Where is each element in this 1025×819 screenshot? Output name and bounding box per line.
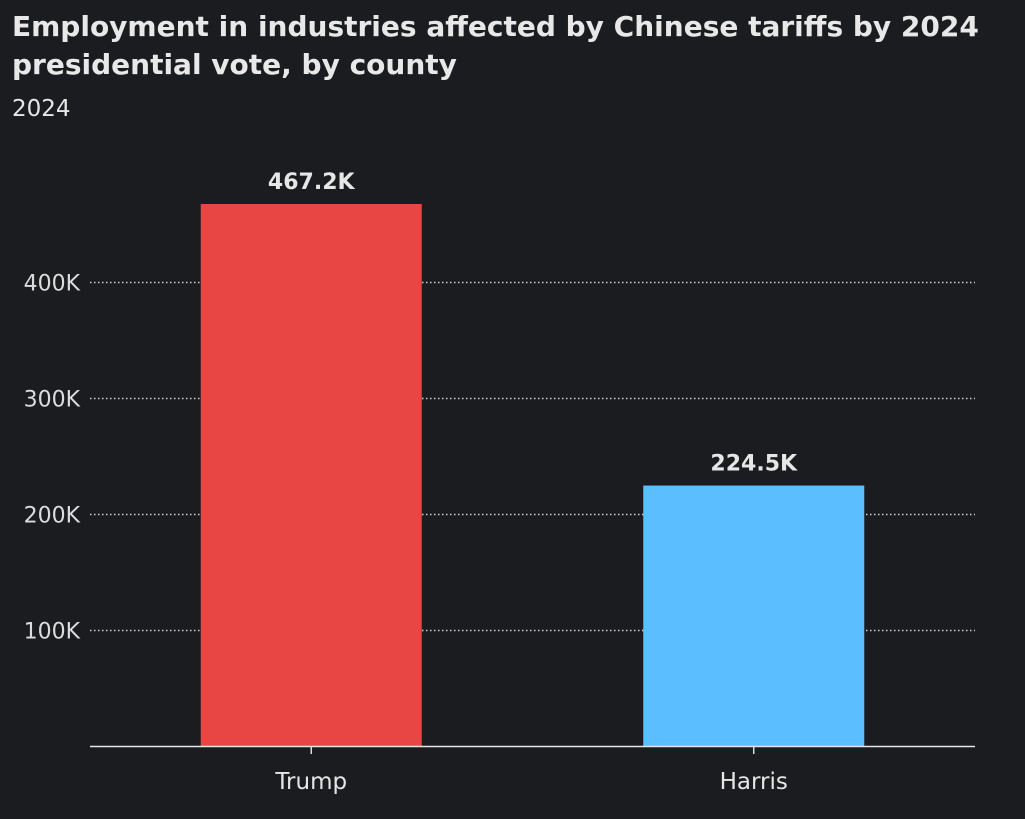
bar-harris [643,485,865,746]
data-label: 467.2K [268,170,356,195]
y-tick-label: 400K [24,272,81,297]
chart-subtitle: 2024 [12,96,71,122]
y-tick-label: 300K [24,388,81,413]
x-tick-label: Harris [720,769,788,795]
x-axis: Trump Harris [90,745,975,795]
bars: 467.2K 224.5K [200,170,865,746]
x-tick-label: Trump [274,769,347,795]
y-tick-label: 200K [24,504,81,529]
y-tick-label: 100K [24,620,81,645]
data-label: 224.5K [710,452,798,477]
bar-trump [200,204,422,746]
chart-title: Employment in industries affected by Chi… [12,10,979,81]
